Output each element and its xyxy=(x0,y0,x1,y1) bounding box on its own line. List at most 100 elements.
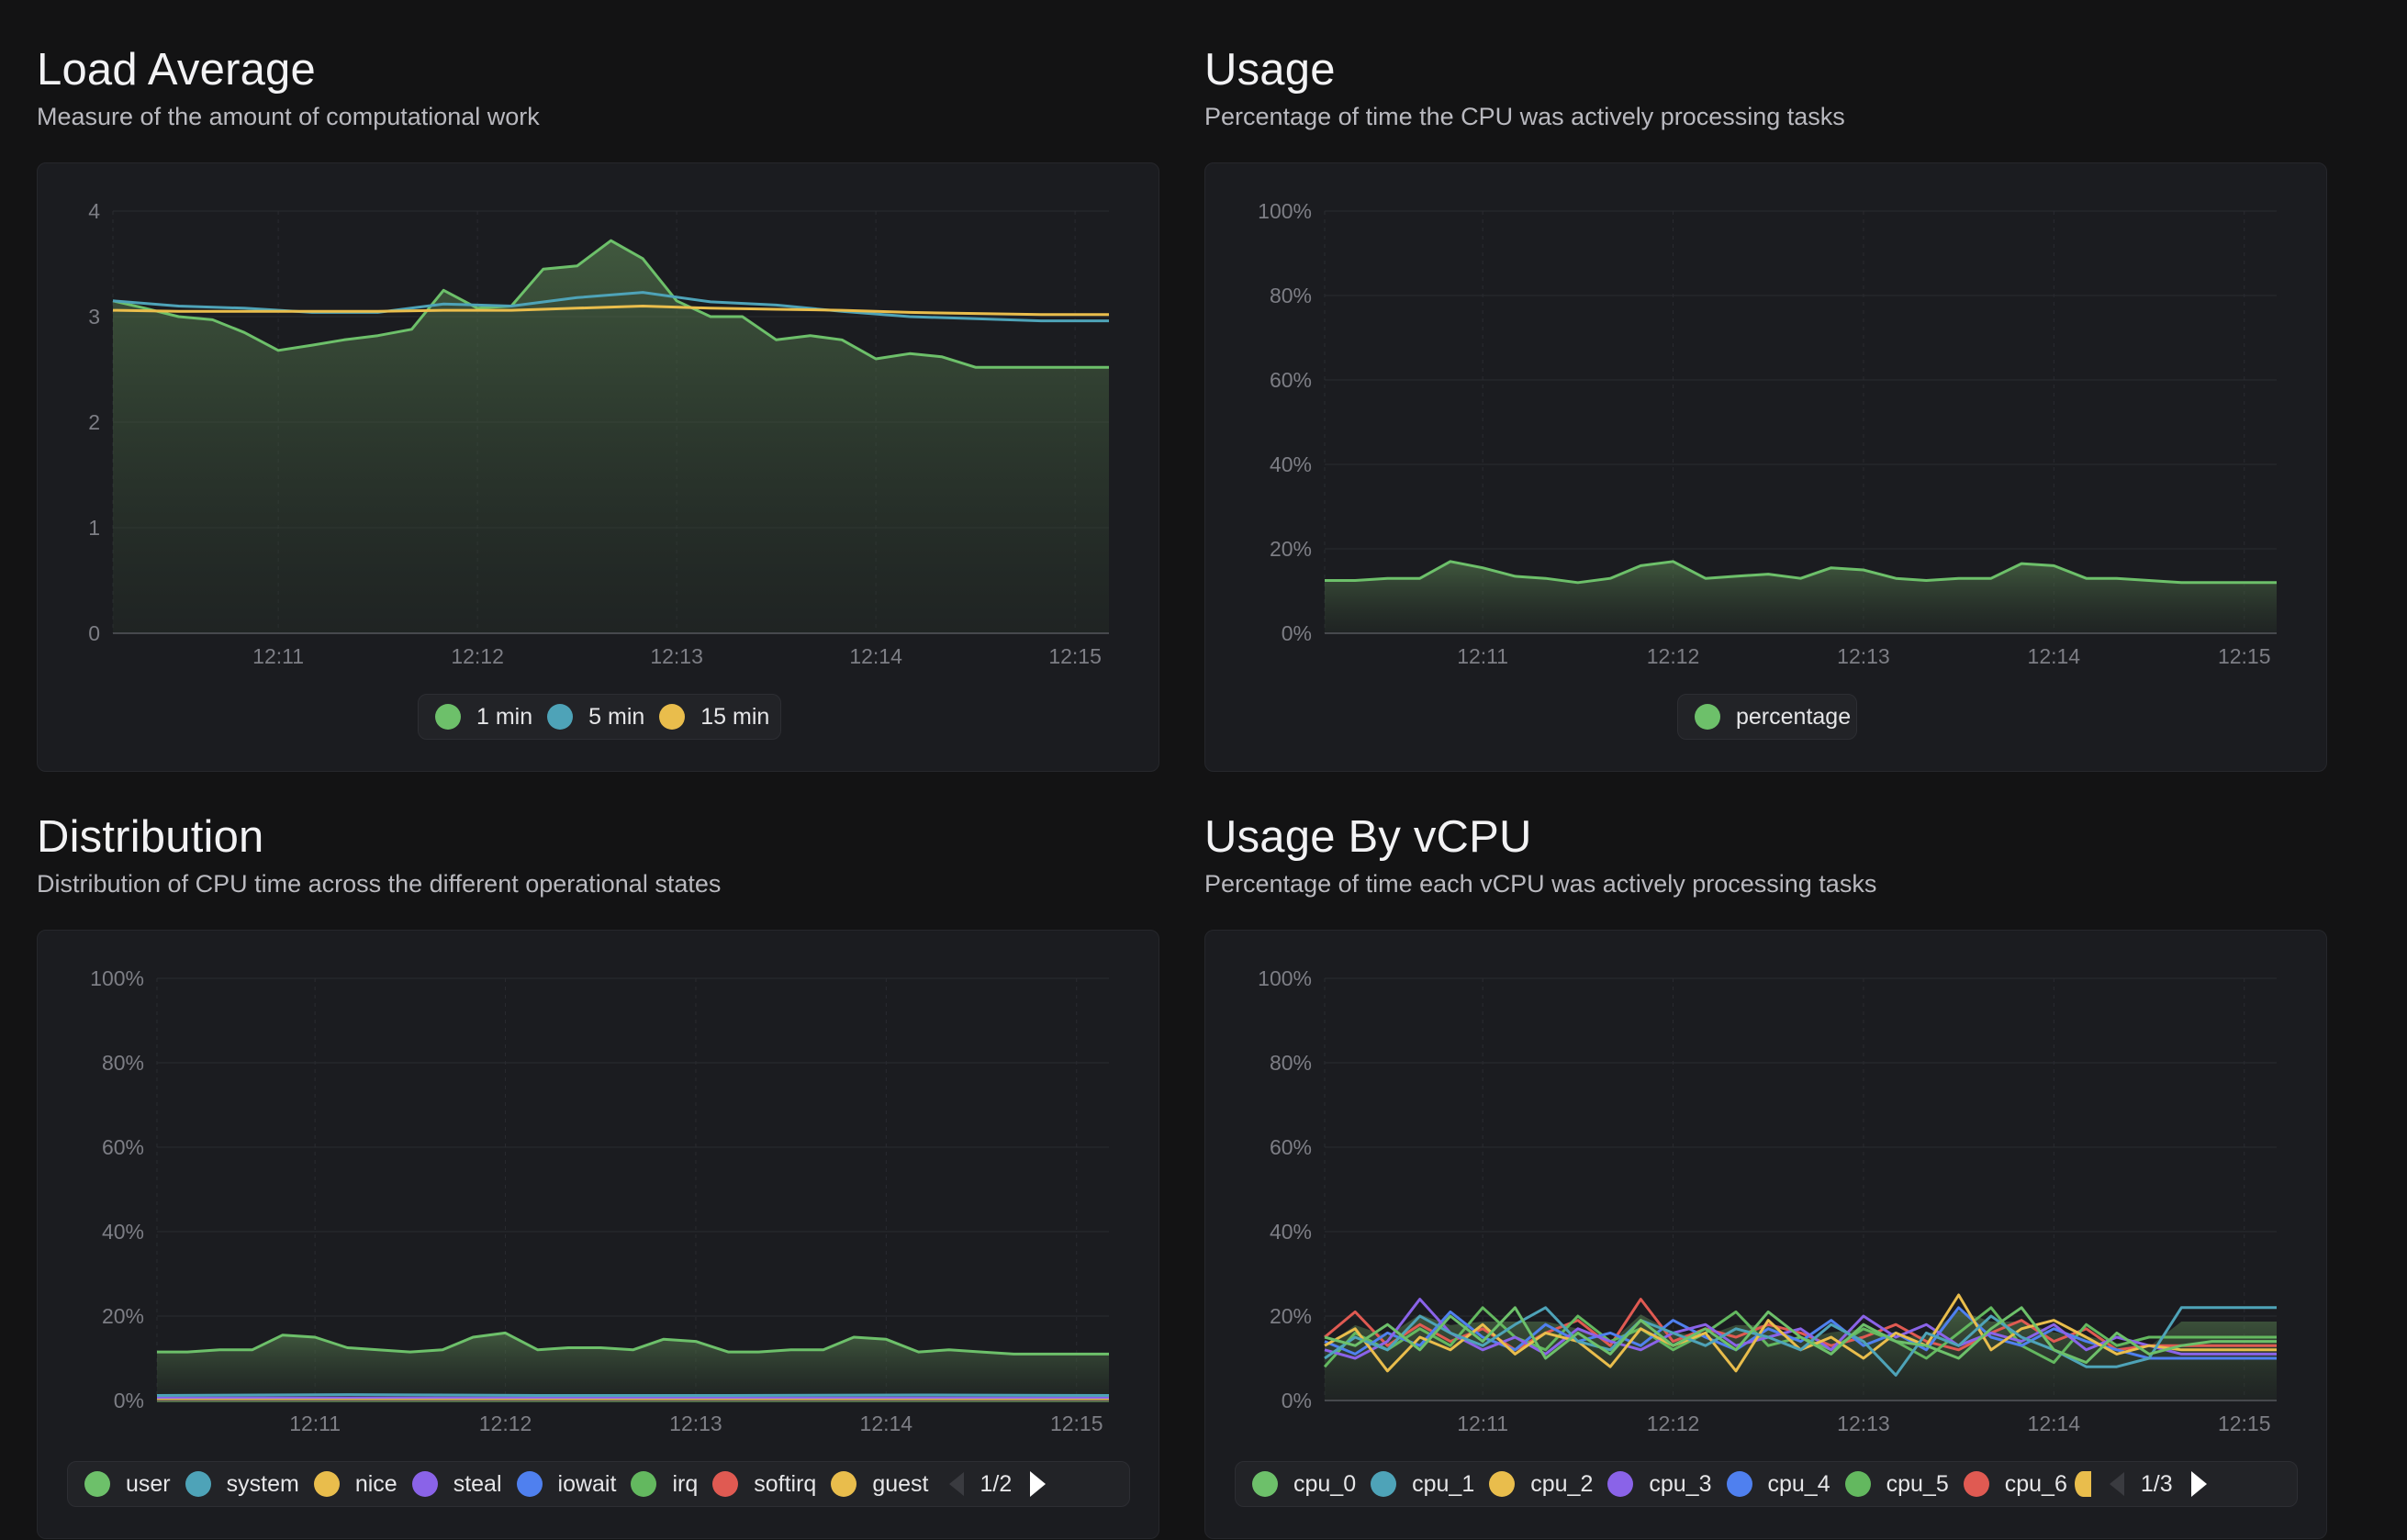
y-tick-label: 80% xyxy=(1270,284,1312,307)
legend-label: cpu_4 xyxy=(1767,1470,1830,1497)
y-tick-label: 60% xyxy=(1270,368,1312,392)
y-tick-label: 100% xyxy=(90,966,144,990)
legend-item[interactable]: cpu_5 xyxy=(1844,1471,1949,1498)
legend-dot-icon xyxy=(547,704,574,730)
legend-label: cpu_3 xyxy=(1649,1470,1712,1497)
chart-card: 0% 20% 40% 60% 80% 100% 12:11 12:12 12:13 12:14 12… xyxy=(37,930,1159,1539)
legend-item[interactable]: percentage xyxy=(1695,704,1851,731)
legend-item[interactable]: cpu_1 xyxy=(1371,1471,1474,1498)
legend-item[interactable]: cpu_2 xyxy=(1489,1471,1593,1498)
legend-item[interactable]: cpu_3 xyxy=(1607,1470,1712,1498)
y-tick-label: 80% xyxy=(1270,1051,1312,1075)
legend-item[interactable]: guest xyxy=(831,1470,929,1498)
legend-page-indicator: 1/2 xyxy=(980,1470,1013,1497)
legend-label: irq xyxy=(672,1470,699,1497)
legend-dot-icon xyxy=(659,704,686,730)
chart-legend: 1 min 5 min 15 min xyxy=(418,694,781,740)
chevron-right-icon[interactable] xyxy=(1030,1471,1047,1497)
x-tick-label: 12:15 xyxy=(1050,1412,1103,1435)
x-tick-label: 12:13 xyxy=(650,644,703,668)
legend-label: system xyxy=(226,1470,299,1497)
legend-dot-icon xyxy=(1607,1471,1634,1497)
series-line-cpu_3 xyxy=(1324,1298,2277,1360)
chart-legend: percentage xyxy=(1677,694,1857,740)
legend-label: user xyxy=(126,1470,171,1497)
x-tick-label: 12:13 xyxy=(1837,644,1890,668)
legend-label: guest xyxy=(872,1470,929,1497)
legend-item[interactable]: cpu_4 xyxy=(1726,1470,1830,1498)
panel-subtitle: Percentage of time the CPU was actively … xyxy=(1204,103,1845,130)
series-line-cpu_1 xyxy=(1324,1306,2277,1377)
y-tick-label: 100% xyxy=(1258,966,1312,990)
legend-item[interactable]: 1 min xyxy=(435,704,532,731)
series-line-system xyxy=(156,1393,1110,1397)
legend-label: cpu_1 xyxy=(1412,1470,1475,1497)
legend-item[interactable]: nice xyxy=(313,1470,397,1498)
panel-title: Load Average xyxy=(37,45,316,95)
load-average-chart[interactable]: 0 1 2 3 4 12:11 12:12 12:13 12:14 12:15 xyxy=(38,163,1160,773)
y-tick-label: 80% xyxy=(102,1051,144,1075)
panel-subtitle: Percentage of time each vCPU was activel… xyxy=(1204,870,1877,898)
legend-item[interactable]: steal xyxy=(411,1470,502,1498)
usage-chart[interactable]: 0% 20% 40% 60% 80% 100% 12:11 12:12 12:13 12:14 12… xyxy=(1205,163,2328,773)
y-tick-label: 2 xyxy=(88,410,100,434)
legend-label: percentage xyxy=(1736,703,1852,730)
legend-dot-icon xyxy=(185,1471,211,1497)
x-tick-label: 12:14 xyxy=(849,644,902,668)
y-tick-label: 20% xyxy=(1270,537,1312,561)
series-line-cpu_0 xyxy=(1324,1306,2277,1365)
panel-subtitle: Distribution of CPU time across the diff… xyxy=(37,870,722,898)
legend-dot-icon xyxy=(712,1471,739,1497)
chart-card: 0% 20% 40% 60% 80% 100% 12:11 12:12 12:13 12:14 12… xyxy=(1204,162,2327,772)
y-tick-label: 60% xyxy=(102,1135,144,1159)
x-tick-label: 12:14 xyxy=(2028,1412,2081,1435)
chevron-right-icon[interactable] xyxy=(2190,1471,2207,1497)
legend-item[interactable]: 15 min xyxy=(659,704,769,731)
legend-label: 5 min xyxy=(588,703,645,730)
legend-dot-icon xyxy=(1844,1471,1871,1497)
legend-label: steal xyxy=(453,1470,502,1497)
legend-item[interactable]: softirq xyxy=(712,1471,816,1498)
y-tick-label: 1 xyxy=(88,516,100,540)
legend-dot-icon xyxy=(831,1471,857,1497)
chevron-left-icon[interactable] xyxy=(2109,1472,2124,1496)
legend-dot-icon xyxy=(84,1471,110,1497)
legend-dot-icon xyxy=(411,1471,438,1497)
y-tick-label: 40% xyxy=(1270,1220,1312,1244)
panel-subtitle: Measure of the amount of computational w… xyxy=(37,103,540,130)
legend-label: cpu_2 xyxy=(1530,1470,1594,1497)
legend-item[interactable]: iowait xyxy=(516,1471,616,1498)
series-line-percentage xyxy=(1325,560,2277,585)
legend-dot-icon xyxy=(1489,1471,1516,1497)
legend-dot-icon xyxy=(1371,1471,1397,1497)
y-tick-label: 0 xyxy=(88,621,100,645)
legend-item[interactable]: 5 min xyxy=(547,704,644,731)
panel-title: Usage By vCPU xyxy=(1204,812,1532,862)
y-tick-label: 0% xyxy=(1282,1389,1312,1412)
x-tick-label: 12:15 xyxy=(2218,1412,2271,1435)
legend-dot-icon xyxy=(1726,1471,1752,1497)
y-tick-label: 4 xyxy=(88,199,100,223)
legend-dot-icon xyxy=(313,1471,340,1497)
legend-item[interactable]: cpu_6 xyxy=(1963,1471,2067,1498)
legend-item[interactable]: user xyxy=(84,1471,171,1498)
legend-page-indicator: 1/3 xyxy=(2140,1470,2173,1497)
legend-dot-icon xyxy=(2074,1471,2091,1497)
legend-item[interactable]: irq xyxy=(631,1471,698,1498)
usage-by-vcpu-chart[interactable]: 0% 20% 40% 60% 80% 100% 12:11 12:12 12:13 12:14 12… xyxy=(1205,931,2328,1540)
y-tick-label: 60% xyxy=(1270,1135,1312,1159)
y-tick-label: 100% xyxy=(1258,199,1312,223)
panel-usage-by-vcpu: Usage By vCPU Percentage of time each vC… xyxy=(1204,812,2329,1539)
distribution-chart[interactable]: 0% 20% 40% 60% 80% 100% 12:11 12:12 12:13 12:14 12… xyxy=(38,931,1160,1540)
legend-label: nice xyxy=(354,1470,397,1497)
chevron-left-icon[interactable] xyxy=(948,1472,964,1496)
chart-card: 0 1 2 3 4 12:11 12:12 12:13 12:14 12:15 1 min 5 mi… xyxy=(37,162,1159,772)
legend-dot-icon xyxy=(1695,704,1720,730)
x-tick-label: 12:11 xyxy=(252,644,304,668)
legend-item[interactable]: system xyxy=(185,1471,299,1498)
x-tick-label: 12:15 xyxy=(1048,644,1102,668)
legend-label: cpu_0 xyxy=(1293,1470,1357,1497)
y-tick-label: 0% xyxy=(114,1389,144,1412)
legend-item[interactable]: cpu_0 xyxy=(1252,1471,1356,1498)
legend-pager: 1/3 xyxy=(2109,1470,2207,1498)
